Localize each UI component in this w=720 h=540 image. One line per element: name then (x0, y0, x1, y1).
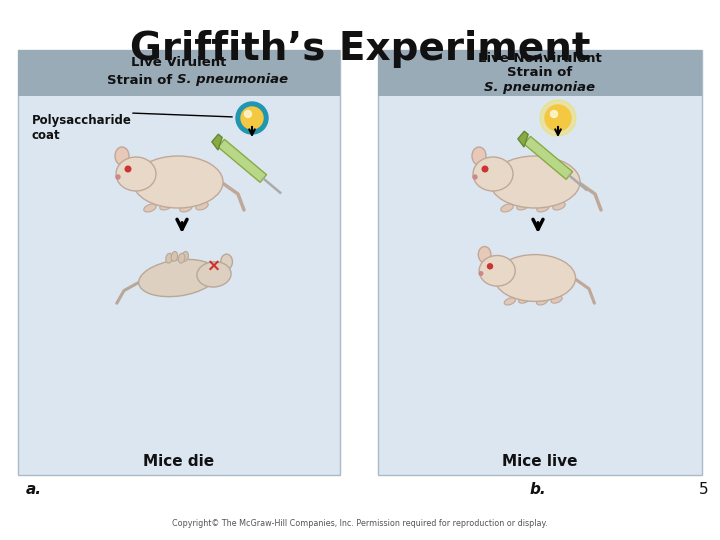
Ellipse shape (180, 204, 192, 212)
FancyBboxPatch shape (378, 50, 702, 96)
Circle shape (245, 111, 251, 118)
Ellipse shape (536, 298, 548, 305)
Ellipse shape (115, 147, 129, 165)
Text: 5: 5 (698, 483, 708, 497)
Text: Strain of: Strain of (107, 73, 177, 86)
Ellipse shape (139, 259, 217, 296)
Ellipse shape (490, 156, 580, 208)
Ellipse shape (473, 157, 513, 191)
Text: S. pneumoniae: S. pneumoniae (177, 73, 288, 86)
Text: Polysaccharide
coat: Polysaccharide coat (32, 114, 132, 142)
Ellipse shape (480, 255, 516, 286)
Ellipse shape (551, 296, 562, 303)
Circle shape (241, 107, 263, 129)
Ellipse shape (133, 156, 223, 208)
Text: b.: b. (530, 483, 546, 497)
Ellipse shape (221, 254, 233, 269)
Ellipse shape (197, 262, 231, 287)
Text: Copyright© The McGraw-Hill Companies, Inc. Permission required for reproduction : Copyright© The McGraw-Hill Companies, In… (172, 519, 548, 529)
Ellipse shape (182, 252, 189, 261)
Circle shape (236, 102, 268, 134)
Text: Griffith’s Experiment: Griffith’s Experiment (130, 30, 590, 68)
Circle shape (116, 175, 120, 179)
Circle shape (482, 166, 488, 172)
FancyBboxPatch shape (18, 50, 340, 96)
Ellipse shape (116, 157, 156, 191)
FancyBboxPatch shape (18, 50, 340, 475)
Text: Live Virulent: Live Virulent (131, 57, 227, 70)
Ellipse shape (160, 202, 172, 210)
Polygon shape (218, 139, 266, 183)
Ellipse shape (144, 204, 156, 212)
Text: Live Nonvirulent: Live Nonvirulent (478, 51, 602, 64)
Text: Mice live: Mice live (503, 455, 577, 469)
Ellipse shape (517, 202, 529, 210)
Ellipse shape (501, 204, 513, 212)
Polygon shape (524, 136, 572, 179)
Ellipse shape (518, 296, 530, 303)
Ellipse shape (478, 246, 491, 262)
Text: Strain of: Strain of (508, 66, 572, 79)
Ellipse shape (196, 202, 208, 210)
Text: S. pneumoniae: S. pneumoniae (485, 82, 595, 94)
Circle shape (487, 264, 492, 269)
Ellipse shape (472, 147, 486, 165)
Ellipse shape (495, 254, 575, 301)
Ellipse shape (553, 202, 565, 210)
Text: Mice die: Mice die (143, 455, 215, 469)
Circle shape (125, 166, 131, 172)
FancyBboxPatch shape (378, 50, 702, 475)
Circle shape (540, 100, 576, 136)
Ellipse shape (179, 253, 185, 263)
Polygon shape (518, 131, 528, 147)
Ellipse shape (537, 204, 549, 212)
Ellipse shape (166, 253, 172, 263)
Ellipse shape (504, 298, 516, 305)
Ellipse shape (171, 252, 178, 261)
Circle shape (480, 272, 483, 275)
Circle shape (545, 105, 571, 131)
Text: a.: a. (26, 483, 42, 497)
Circle shape (473, 175, 477, 179)
Polygon shape (212, 134, 222, 150)
Circle shape (551, 111, 557, 118)
